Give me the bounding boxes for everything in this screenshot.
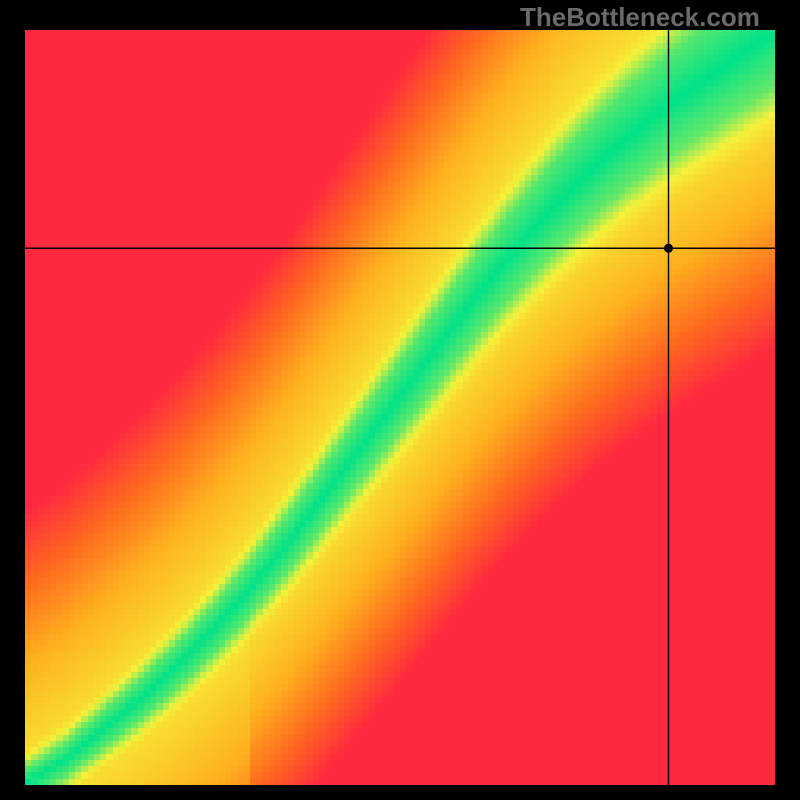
watermark-text: TheBottleneck.com (520, 2, 760, 33)
chart-stage: TheBottleneck.com (0, 0, 800, 800)
bottleneck-heatmap-canvas (25, 30, 775, 785)
